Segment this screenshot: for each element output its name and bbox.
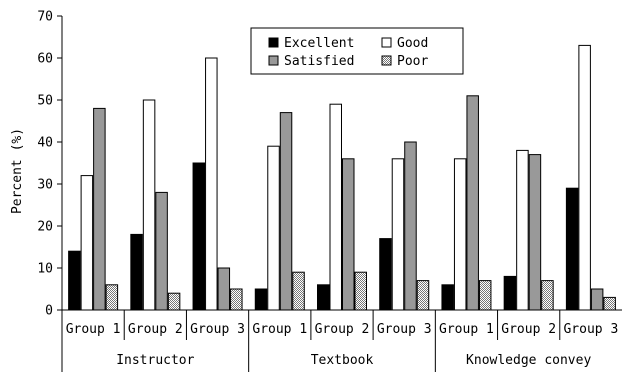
bar-good: [80, 175, 94, 311]
x-tick-label: Group 1: [252, 322, 307, 337]
legend-swatch-satisfied: [268, 55, 279, 66]
bar-good: [516, 149, 529, 311]
bar-satisfied: [279, 112, 293, 311]
legend-label: Excellent: [284, 36, 354, 51]
bar-excellent: [503, 275, 517, 311]
bar-poor: [354, 271, 367, 311]
bar-excellent: [68, 250, 81, 311]
bar-satisfied: [590, 288, 604, 311]
bar-poor: [416, 280, 430, 311]
x-tick-label: Group 2: [501, 322, 556, 337]
x-tick-label: Group 1: [439, 322, 494, 337]
y-tick-label: 20: [37, 220, 53, 235]
bar-poor: [478, 280, 492, 311]
x-tick-label: Group 1: [66, 322, 121, 337]
bar-satisfied: [528, 154, 542, 311]
y-tick-label: 60: [37, 52, 53, 67]
x-tick-label: Group 2: [315, 322, 370, 337]
legend-swatch-poor: [381, 55, 392, 66]
bar-good: [205, 57, 218, 311]
legend-label: Good: [397, 36, 428, 51]
legend-swatch-good: [381, 37, 392, 48]
x-tick-label: Group 3: [377, 322, 432, 337]
bar-excellent: [254, 288, 268, 311]
bar-satisfied: [342, 158, 355, 311]
y-tick-label: 40: [37, 136, 53, 151]
bar-excellent: [130, 233, 143, 311]
bar-good: [267, 145, 280, 311]
bar-excellent: [565, 187, 579, 311]
y-tick-label: 30: [37, 178, 53, 193]
legend-label: Poor: [397, 54, 428, 69]
y-tick-label: 50: [37, 94, 53, 109]
bar-poor: [105, 284, 119, 311]
bar-poor: [541, 280, 554, 311]
legend-label: Satisfied: [284, 54, 354, 69]
bar-satisfied: [404, 141, 417, 311]
y-tick-label: 0: [45, 304, 53, 319]
bar-good: [329, 103, 342, 311]
bar-good: [142, 99, 156, 311]
bar-poor: [230, 288, 243, 311]
bar-good: [453, 158, 467, 311]
bar-excellent: [192, 162, 206, 311]
bar-satisfied: [466, 95, 479, 311]
x-group-label: Textbook: [311, 353, 374, 368]
y-tick-label: 70: [37, 10, 53, 25]
x-tick-label: Group 3: [190, 322, 245, 337]
legend-box: [250, 27, 464, 75]
x-group-label: Instructor: [116, 353, 194, 368]
x-tick-label: Group 2: [128, 322, 183, 337]
bar-satisfied: [155, 191, 168, 311]
x-group-label: Knowledge convey: [466, 353, 591, 368]
x-tick-label: Group 3: [563, 322, 618, 337]
bar-good: [578, 44, 591, 311]
bar-excellent: [441, 284, 454, 311]
bar-good: [391, 158, 405, 311]
bar-poor: [292, 271, 305, 311]
bar-satisfied: [93, 107, 106, 311]
bar-poor: [167, 292, 181, 311]
y-tick-label: 10: [37, 262, 53, 277]
bar-excellent: [379, 238, 392, 311]
legend-swatch-excellent: [268, 37, 279, 48]
bar-satisfied: [217, 267, 231, 311]
bar-poor: [603, 296, 616, 311]
bar-excellent: [317, 284, 330, 311]
y-axis-title: Percent (%): [10, 128, 25, 214]
